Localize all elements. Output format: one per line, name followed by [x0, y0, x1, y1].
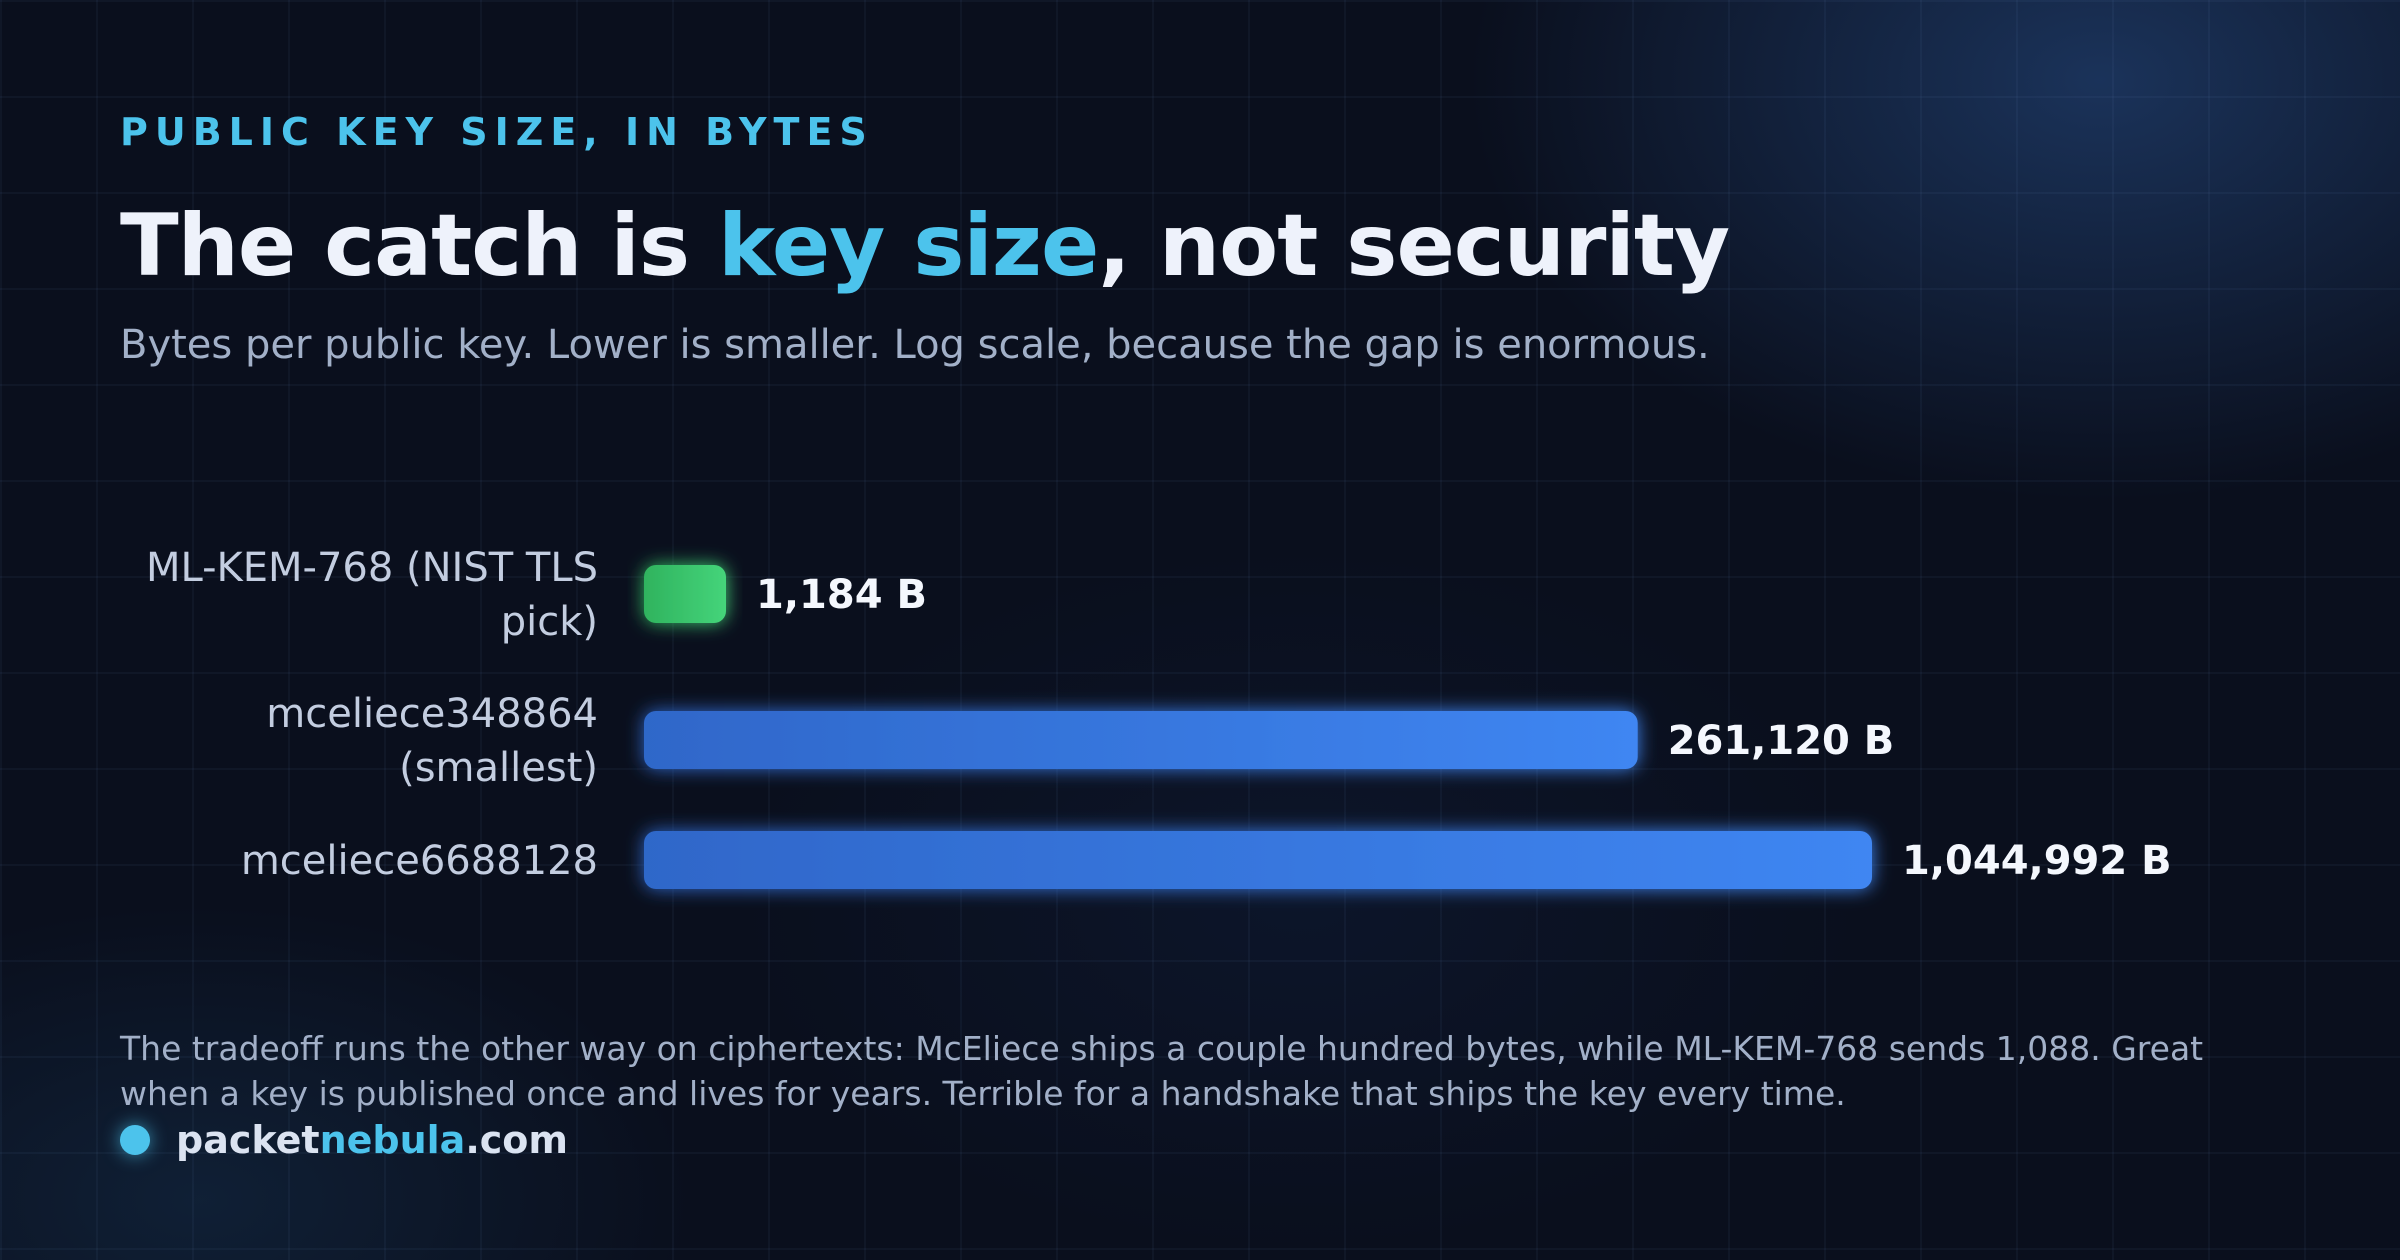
bar-1	[644, 711, 1638, 769]
bar-value-label-0: 1,184 B	[756, 572, 927, 618]
bar-2	[644, 831, 1872, 889]
chart-subtitle: Bytes per public key. Lower is smaller. …	[120, 322, 1710, 368]
category-label-line: (smallest)	[399, 745, 598, 791]
title-accent: key size	[718, 196, 1099, 296]
bar-chart: 1,184 B ML-KEM-768 (NIST TLS pick) 261,120 …	[146, 545, 2172, 889]
brand-part-1: packet	[176, 1118, 320, 1162]
brand: packet nebula .com	[120, 1118, 568, 1162]
category-label-line: mceliece348864	[266, 691, 598, 737]
category-label-line: pick)	[501, 599, 598, 645]
category-label-line: mceliece6688128	[241, 838, 598, 884]
footnote: The tradeoff runs the other way on ciphe…	[120, 1029, 2204, 1113]
brand-part-3: .com	[465, 1118, 568, 1162]
brand-part-2: nebula	[319, 1118, 466, 1162]
category-label-line: ML-KEM-768 (NIST TLS	[146, 545, 598, 591]
chart-title: The catch is key size, not security	[120, 196, 1730, 296]
title-tail: , not security	[1098, 196, 1730, 296]
category-label-2: mceliece6688128	[241, 838, 598, 884]
category-label-1: mceliece348864 (smallest)	[266, 691, 598, 791]
bar-0	[644, 565, 726, 623]
bar-value-label-1: 261,120 B	[1668, 718, 1895, 764]
title-lead: The catch is	[120, 196, 719, 296]
brand-dot-icon	[120, 1125, 150, 1155]
chart-eyebrow: PUBLIC KEY SIZE, IN BYTES	[120, 110, 874, 154]
bar-value-label-2: 1,044,992 B	[1902, 838, 2172, 884]
category-label-0: ML-KEM-768 (NIST TLS pick)	[146, 545, 598, 645]
